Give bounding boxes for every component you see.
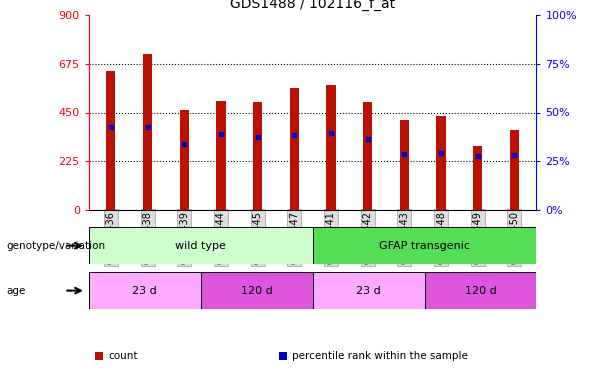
- Bar: [363, 102, 372, 210]
- Text: age: age: [6, 286, 26, 296]
- Bar: [313, 227, 536, 264]
- Bar: [436, 116, 446, 210]
- Bar: [290, 88, 299, 210]
- Text: GFAP transgenic: GFAP transgenic: [379, 241, 470, 250]
- Bar: [313, 272, 424, 309]
- Text: 120 d: 120 d: [241, 286, 273, 296]
- Text: percentile rank within the sample: percentile rank within the sample: [292, 351, 468, 361]
- Bar: [180, 110, 189, 210]
- Bar: [143, 54, 152, 210]
- Text: 120 d: 120 d: [465, 286, 497, 296]
- Title: GDS1488 / 102116_f_at: GDS1488 / 102116_f_at: [230, 0, 395, 11]
- Text: genotype/variation: genotype/variation: [6, 241, 105, 250]
- Bar: [216, 100, 226, 210]
- Text: wild type: wild type: [175, 241, 226, 250]
- Text: 23 d: 23 d: [132, 286, 157, 296]
- Bar: [424, 272, 536, 309]
- Text: 23 d: 23 d: [356, 286, 381, 296]
- Bar: [326, 86, 335, 210]
- Bar: [89, 227, 313, 264]
- Bar: [400, 120, 409, 210]
- Text: count: count: [108, 351, 137, 361]
- Bar: [473, 146, 482, 210]
- Bar: [201, 272, 313, 309]
- Bar: [89, 272, 201, 309]
- Bar: [253, 102, 262, 210]
- Bar: [106, 71, 115, 210]
- Bar: [510, 130, 519, 210]
